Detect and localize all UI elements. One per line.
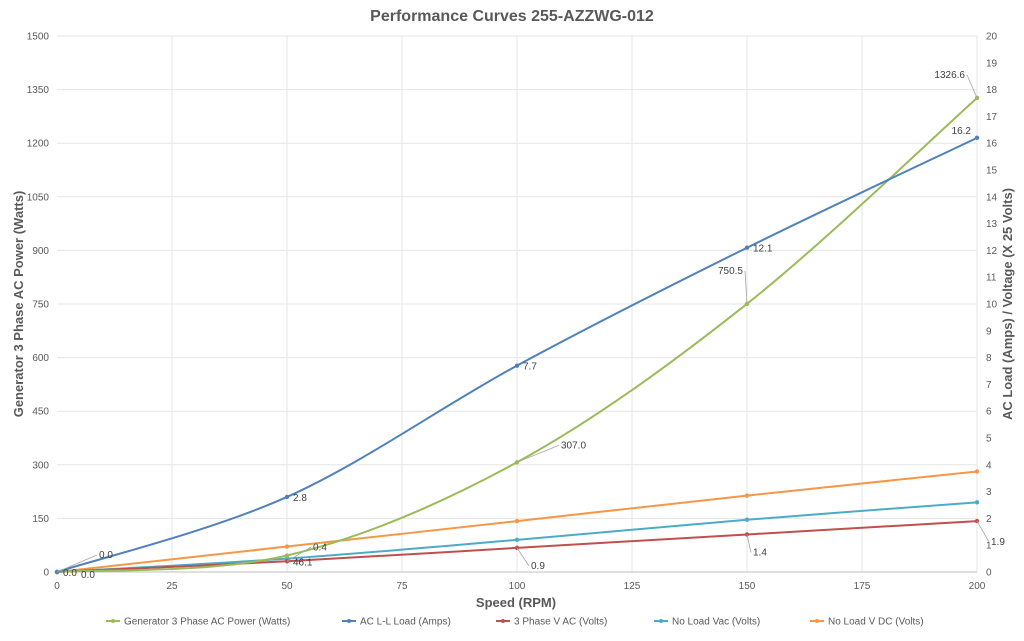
label-leader [286,546,312,562]
label-leader [744,270,748,304]
x-tick-label: 25 [166,581,178,592]
legend-entry: No Load V DC (Volts) [828,617,924,628]
y2-tick-label: 7 [986,380,992,391]
label-leader [516,547,530,567]
ac-l-l-load-amps-data-label: 12.1 [753,244,773,255]
chart-title: Performance Curves 255-AZZWG-012 [370,8,654,25]
ac-l-l-load-amps-data-label: 2.8 [293,493,307,504]
x-tick-label: 200 [969,581,986,592]
y2-tick-label: 11 [986,273,997,284]
ac-l-l-load-amps-data-label: 16.2 [952,126,972,137]
label-leader [516,444,560,463]
3-phase-v-ac-volts-data-label: 1.4 [753,547,767,558]
series-lines [54,95,980,575]
no-load-vac-volts-point [514,537,520,543]
ac-l-l-load-amps-point [514,363,520,368]
y2-tick-label: 15 [986,166,998,177]
legend-entry: 3 Phase V AC (Volts) [514,617,607,628]
generator-3-phase-ac-power-watts-line [56,97,978,573]
3-phase-v-ac-volts-data-label: 0.9 [531,561,545,572]
data-labels: 0.0 46.1 307.0 750.5 1326.6 0.0 2.8 7.7 12.1 16.2… [56,70,1005,581]
y-tick-label: 0 [43,568,49,579]
y-tick-label: 750 [32,300,49,311]
generator-3-phase-ac-power-watts-point [284,553,290,558]
y2-tick-label: 6 [986,407,992,418]
y2-tick-label: 5 [986,434,992,445]
legend-marker [347,619,351,623]
y-tick-label: 1200 [27,139,50,150]
x-tick-label: 125 [624,581,641,592]
y2-tick-label: 18 [986,85,998,96]
generator-3-phase-ac-power-watts-data-label: 0.0 [63,568,77,579]
no-load-v-dc-volts-point [284,544,290,549]
y2-tick-label: 3 [986,487,992,498]
y-tick-label: 1050 [27,192,50,203]
ac-l-l-load-amps-data-label: 0.0 [99,550,113,561]
y-tick-label: 1350 [27,85,50,96]
3-phase-v-ac-volts-data-label: 1.9 [991,537,1005,548]
legend-marker [111,619,115,623]
x-tick-label: 150 [739,581,756,592]
y2-tick-label: 8 [986,353,992,364]
y2-tick-label: 20 [986,32,998,43]
y2-tick-label: 9 [986,326,992,337]
y2-tick-label: 0 [986,568,992,579]
y2-tick-label: 13 [986,219,998,230]
ac-l-l-load-amps-data-label: 7.7 [523,362,537,373]
y-tick-label: 600 [32,353,49,364]
y2-axis-title: AC Load (Amps) / Voltage (X 25 Volts) [1000,188,1015,420]
legend-entry: AC L-L Load (Amps) [360,617,451,628]
no-load-vac-volts-point [744,517,750,522]
x-tick-label: 175 [854,581,871,592]
no-load-vac-volts-point [974,500,980,505]
x-tick-label: 0 [54,581,60,592]
generator-3-phase-ac-power-watts-data-label: 750.5 [718,266,743,277]
y2-tick-label: 14 [986,192,998,203]
label-leader [746,534,752,553]
y2-tick-label: 1 [986,541,992,552]
no-load-v-dc-volts-point [974,469,980,474]
generator-3-phase-ac-power-watts-data-label: 1326.6 [934,70,965,81]
x-tick-label: 50 [281,581,293,592]
legend-marker [659,619,663,623]
y-tick-label: 300 [32,460,49,471]
generator-3-phase-ac-power-watts-point [974,95,980,101]
3-phase-v-ac-volts-data-label: 0.0 [81,570,95,581]
label-leader [966,74,978,99]
y2-tick-label: 4 [986,460,992,471]
ac-l-l-load-amps-point [744,245,750,250]
label-leader [976,520,990,543]
x-axis-title: Speed (RPM) [476,595,556,610]
generator-3-phase-ac-power-watts-data-label: 46.1 [293,558,313,569]
legend-marker [815,619,819,623]
ac-l-l-load-amps-point [974,135,980,141]
y2-tick-label: 10 [986,300,998,311]
y-tick-label: 1500 [27,32,50,43]
y2-tick-label: 16 [986,139,998,150]
y2-tick-label: 2 [986,514,992,525]
legend-marker [501,619,505,623]
x-tick-label: 100 [509,581,526,592]
y2-tick-label: 12 [986,246,998,257]
generator-3-phase-ac-power-watts-data-label: 307.0 [561,440,586,451]
y-tick-label: 900 [32,246,49,257]
legend: Generator 3 Phase AC Power (Watts) AC L-L… [106,617,924,628]
legend-entry: Generator 3 Phase AC Power (Watts) [124,617,290,628]
label-leader [56,554,98,573]
no-load-v-dc-volts-point [514,518,520,524]
y-tick-label: 450 [32,407,49,418]
y-axis-title: Generator 3 Phase AC Power (Watts) [11,191,26,418]
ac-l-l-load-amps-point [284,494,290,500]
x-tick-label: 75 [396,581,408,592]
y2-tick-label: 17 [986,112,998,123]
y2-tick-label: 19 [986,58,998,69]
gridlines [57,35,978,572]
no-load-v-dc-volts-point [744,493,750,498]
3-phase-v-ac-volts-data-label: 0.4 [313,542,327,553]
legend-entry: No Load Vac (Volts) [672,617,760,628]
y-tick-label: 150 [32,514,49,525]
